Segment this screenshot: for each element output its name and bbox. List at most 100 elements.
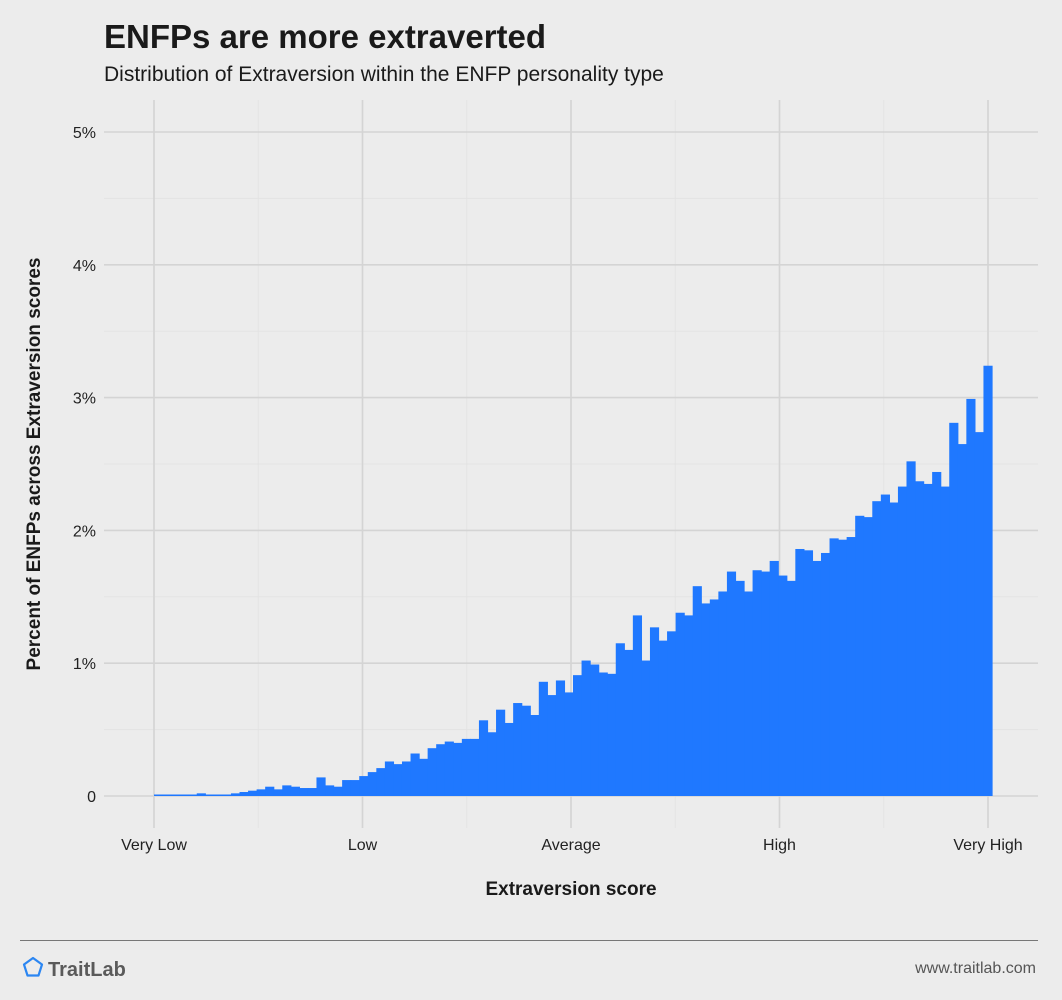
histogram-bar xyxy=(367,772,377,796)
histogram-bar xyxy=(530,714,540,796)
histogram-bar xyxy=(966,398,976,796)
histogram-bar xyxy=(401,761,412,796)
brand-logo[interactable]: TraitLab xyxy=(22,956,126,984)
histogram-bar xyxy=(342,780,352,796)
histogram-bar xyxy=(769,560,779,796)
y-tick-label: 0 xyxy=(87,789,96,806)
histogram-bar xyxy=(410,753,420,796)
y-tick-label: 2% xyxy=(73,523,96,540)
histogram-bar xyxy=(726,571,737,796)
histogram-bar xyxy=(838,539,848,796)
histogram-bar xyxy=(701,603,711,796)
x-axis-ticks: Very Low Low Average High Very High xyxy=(121,837,1023,854)
histogram-bar xyxy=(282,785,292,796)
histogram-bar xyxy=(624,649,634,796)
histogram-bar xyxy=(915,481,925,796)
histogram-bar xyxy=(213,794,224,796)
y-axis-ticks: 0 1% 2% 3% 4% 5% xyxy=(73,125,96,806)
y-tick-label: 5% xyxy=(73,125,96,142)
histogram-bar xyxy=(307,788,318,796)
histogram-bar xyxy=(846,537,856,796)
histogram-bar xyxy=(316,777,326,796)
histogram-bar xyxy=(581,660,591,796)
histogram-bar xyxy=(863,517,873,796)
histogram-bar xyxy=(752,570,762,796)
histogram-bar xyxy=(829,538,839,796)
histogram-bar xyxy=(239,792,249,796)
histogram-bar xyxy=(470,738,480,796)
histogram-bar xyxy=(196,793,206,796)
histogram-bar xyxy=(162,794,172,796)
histogram-bar xyxy=(872,501,882,796)
histogram-bar xyxy=(590,664,600,796)
histogram-bar xyxy=(744,591,754,796)
histogram-chart: 0 1% 2% 3% 4% 5% Very Low Low Average High Very H… xyxy=(24,100,1038,900)
x-axis-title: Extraversion score xyxy=(485,879,656,900)
histogram-bar xyxy=(222,794,232,796)
histogram-bar xyxy=(256,789,266,796)
histogram-bar xyxy=(419,758,429,796)
histogram-bar xyxy=(684,615,694,796)
histogram-bar xyxy=(718,591,728,796)
y-tick-label: 4% xyxy=(73,258,96,275)
histogram-bar xyxy=(889,502,899,796)
histogram-bar xyxy=(855,515,865,796)
y-tick-label: 1% xyxy=(73,656,96,673)
histogram-bar xyxy=(513,703,523,796)
histogram-bar xyxy=(820,552,831,796)
histogram-bar xyxy=(179,794,189,796)
histogram-bar xyxy=(632,615,643,796)
histogram-bar xyxy=(273,789,283,796)
histogram-bar xyxy=(692,586,702,796)
histogram-bar xyxy=(906,461,916,796)
x-tick-label: Very High xyxy=(953,837,1022,854)
histogram-bar xyxy=(880,494,890,796)
histogram-bar xyxy=(957,444,967,796)
histogram-bar xyxy=(555,680,566,796)
chart-title: ENFPs are more extraverted xyxy=(104,18,547,55)
histogram-bar xyxy=(778,575,788,796)
histogram-bar xyxy=(504,722,514,796)
histogram-bar xyxy=(615,643,625,796)
histogram-bar xyxy=(154,794,164,796)
histogram-bar xyxy=(932,471,942,796)
histogram-bar xyxy=(265,786,275,796)
histogram-bar xyxy=(350,780,360,796)
histogram-bar xyxy=(761,571,771,796)
histogram-bar xyxy=(812,560,822,796)
x-tick-label: Very Low xyxy=(121,837,187,854)
histogram-bar xyxy=(230,793,241,796)
histogram-bar xyxy=(949,422,959,796)
chart-subtitle: Distribution of Extraversion within the … xyxy=(104,63,664,86)
histogram-bar xyxy=(453,742,463,796)
histogram-bar xyxy=(299,788,309,796)
y-tick-label: 3% xyxy=(73,391,96,408)
histogram-bar xyxy=(393,764,403,796)
histogram-bar xyxy=(478,720,489,796)
histogram-bar xyxy=(709,599,719,796)
histogram-bar xyxy=(564,692,574,796)
histogram-bar xyxy=(547,695,557,796)
histogram-bar xyxy=(538,681,548,796)
histogram-bar xyxy=(598,672,608,796)
histogram-bar xyxy=(171,794,181,796)
histogram-bar xyxy=(983,365,993,796)
histogram-bar xyxy=(325,785,335,796)
histogram-bar xyxy=(444,741,454,796)
histogram-bar xyxy=(573,675,583,796)
x-tick-label: Low xyxy=(348,837,378,854)
footer-divider xyxy=(20,940,1038,941)
histogram-bar xyxy=(607,673,617,796)
site-url[interactable]: www.traitlab.com xyxy=(915,960,1036,977)
histogram-bar xyxy=(974,432,985,796)
histogram-bar xyxy=(658,640,668,796)
histogram-bar xyxy=(427,748,437,796)
x-tick-label: High xyxy=(763,837,796,854)
brand-name: TraitLab xyxy=(48,958,126,981)
histogram-bar xyxy=(384,761,395,796)
x-tick-label: Average xyxy=(541,837,600,854)
histogram-bar xyxy=(940,486,950,796)
pentagon-icon xyxy=(22,956,44,984)
histogram-bar xyxy=(521,705,531,796)
histogram-bar xyxy=(923,483,933,796)
